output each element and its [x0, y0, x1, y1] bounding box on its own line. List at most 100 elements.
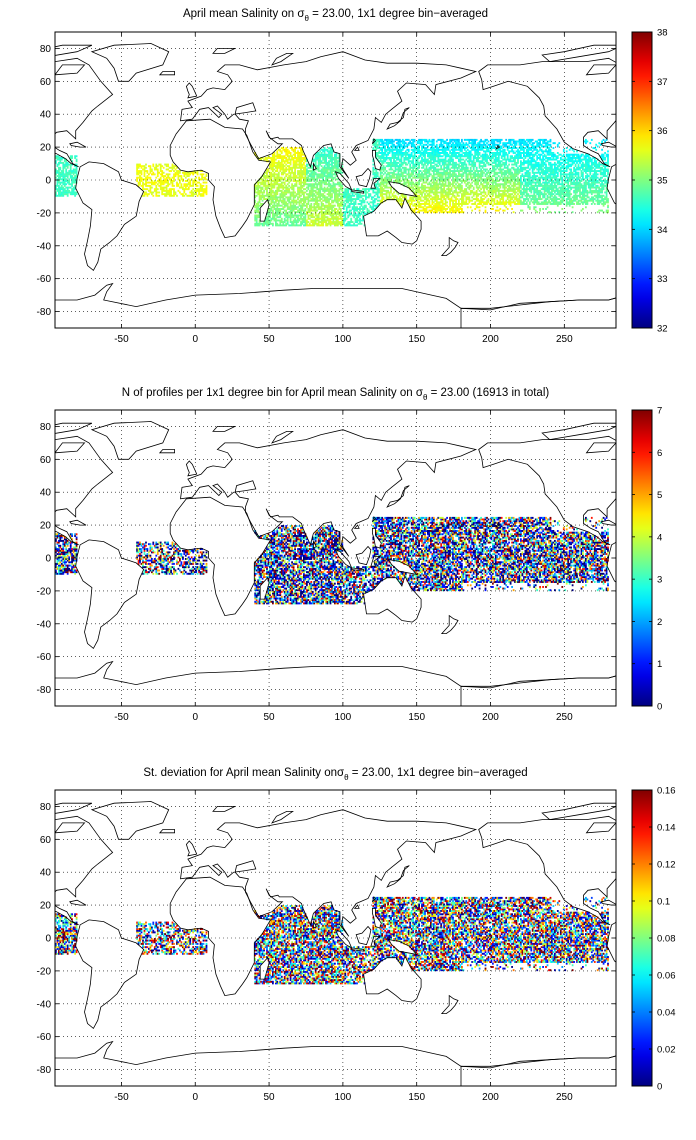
- bin-cell: [406, 163, 409, 166]
- bin-cell: [257, 203, 260, 205]
- bin-cell: [461, 194, 463, 197]
- bin-cell: [314, 171, 317, 174]
- bin-cell: [447, 180, 450, 182]
- bin-cell: [472, 145, 475, 148]
- bin-cell: [418, 196, 420, 199]
- bin-cell: [341, 222, 344, 225]
- bin-cell: [435, 153, 438, 156]
- bin-cell: [300, 155, 302, 158]
- bin-cell: [469, 152, 472, 154]
- bin-cell: [409, 204, 412, 207]
- bin-cell: [438, 180, 441, 182]
- bin-cell: [455, 208, 457, 210]
- bin-cell: [177, 178, 180, 181]
- bin-cell: [449, 184, 451, 187]
- bin-cell: [74, 176, 76, 179]
- bin-cell: [338, 206, 341, 209]
- bin-cell: [471, 147, 474, 150]
- bin-cell: [431, 198, 434, 201]
- bin-cell: [286, 191, 289, 194]
- bin-cell: [75, 171, 78, 174]
- bin-cell: [267, 198, 270, 201]
- bin-cell: [428, 171, 431, 174]
- bin-cell: [376, 171, 379, 174]
- bin-cell: [270, 180, 273, 182]
- bin-cell: [422, 186, 425, 189]
- bin-cell: [427, 194, 429, 197]
- bin-cell: [447, 184, 450, 187]
- bin-cell: [400, 143, 403, 146]
- bin-cell: [471, 145, 474, 148]
- bin-cell: [345, 193, 348, 196]
- bin-cell: [269, 184, 271, 187]
- bin-cell: [430, 140, 432, 143]
- bin-cell: [422, 170, 425, 173]
- bin-cell: [416, 145, 419, 148]
- bin-cell: [335, 155, 338, 158]
- bin-cell: [307, 208, 310, 210]
- bin-cell: [292, 204, 295, 207]
- bin-cell: [344, 219, 347, 222]
- bin-cell: [391, 153, 394, 156]
- bin-cell: [474, 175, 477, 178]
- bin-cell: [339, 212, 342, 215]
- bin-cell: [304, 198, 307, 201]
- bin-cell: [75, 168, 78, 171]
- bin-cell: [270, 217, 273, 220]
- bin-cell: [285, 150, 288, 153]
- bin-cell: [372, 191, 375, 194]
- bin-cell: [425, 201, 428, 204]
- bin-cell: [168, 166, 171, 169]
- bin-cell: [294, 204, 296, 207]
- bin-cell: [297, 216, 299, 219]
- bin-cell: [285, 160, 288, 163]
- bin-cell: [158, 163, 161, 166]
- bin-cell: [348, 221, 351, 224]
- bin-cell: [335, 198, 338, 201]
- bin-cell: [391, 173, 394, 176]
- bin-cell: [195, 193, 198, 196]
- bin-cell: [384, 193, 386, 196]
- bin-cell: [381, 191, 384, 194]
- bin-cell: [63, 175, 66, 178]
- bin-cell: [272, 168, 274, 171]
- bin-cell: [388, 193, 391, 196]
- bin-cell: [424, 160, 426, 163]
- bin-cell: [415, 158, 417, 161]
- bin-cell: [450, 166, 453, 169]
- bin-cell: [264, 198, 267, 201]
- bin-cell: [354, 221, 357, 224]
- bin-cell: [434, 194, 437, 197]
- bin-cell: [288, 208, 291, 210]
- bin-cell: [170, 189, 172, 192]
- bin-cell: [295, 157, 298, 159]
- bin-cell: [403, 142, 406, 145]
- bin-cell: [471, 161, 474, 164]
- bin-cell: [369, 188, 372, 191]
- bin-cell: [462, 143, 465, 146]
- bin-cell: [298, 173, 301, 176]
- bin-cell: [416, 166, 419, 169]
- bin-cell: [388, 150, 391, 153]
- bin-cell: [440, 165, 443, 168]
- bin-cell: [378, 199, 381, 202]
- bin-cell: [155, 176, 158, 179]
- bin-cell: [424, 204, 426, 207]
- bin-cell: [403, 181, 406, 184]
- bin-cell: [444, 209, 447, 212]
- bin-cell: [350, 224, 353, 227]
- bin-cell: [425, 194, 428, 197]
- bin-cell: [430, 194, 432, 197]
- bin-cell: [471, 181, 474, 184]
- bin-cell: [298, 153, 301, 156]
- bin-cell: [431, 176, 434, 179]
- bin-cell: [360, 194, 363, 197]
- bin-cell: [266, 170, 268, 173]
- bin-cell: [447, 168, 450, 171]
- bin-cell: [469, 206, 472, 209]
- bin-cell: [337, 217, 339, 220]
- bin-cell: [337, 189, 339, 192]
- bin-cell: [301, 212, 304, 215]
- bin-cell: [376, 143, 379, 146]
- bin-cell: [56, 184, 59, 187]
